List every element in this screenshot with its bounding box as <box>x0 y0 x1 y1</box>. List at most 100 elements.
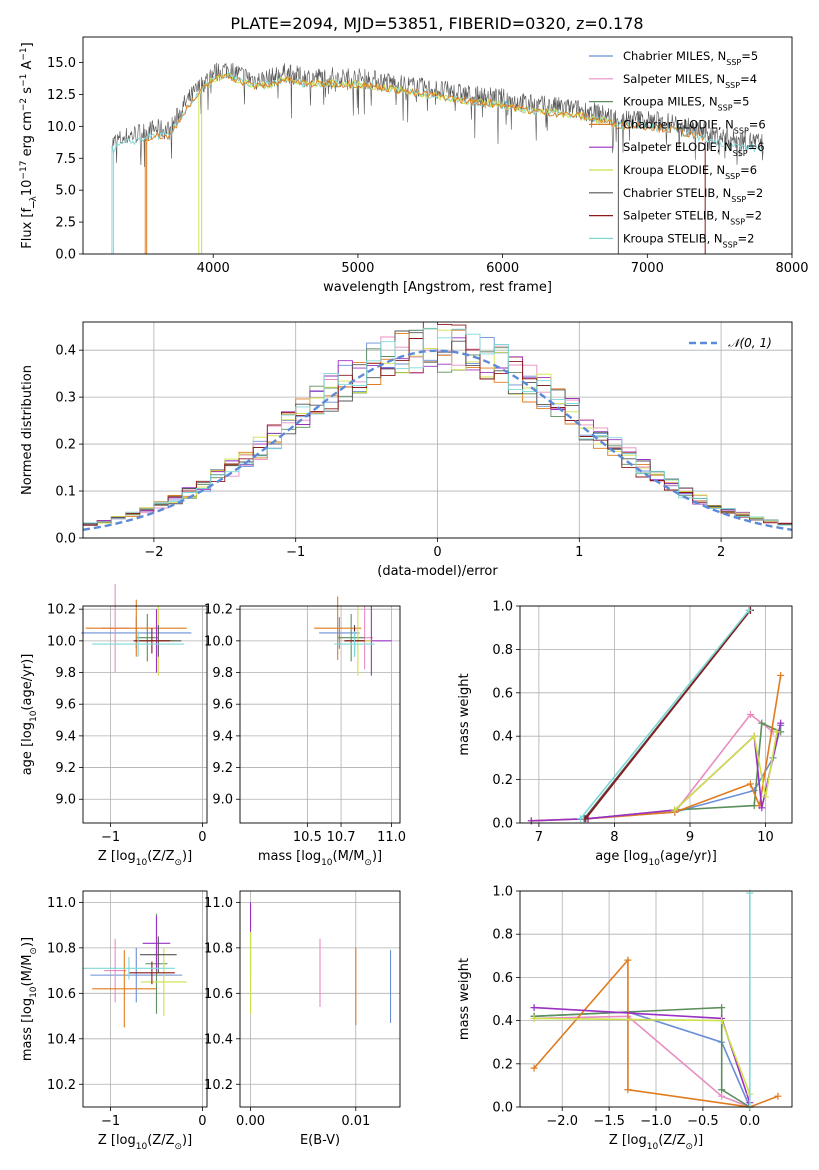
x-tick-label: 0.01 <box>341 1114 370 1129</box>
panel-age-vs-mass: 10.5 10.7 11.0 9.0 9.2 9.4 9.6 9.8 10.0 10.2 mass … <box>204 596 406 868</box>
x-tick-label: 8 <box>610 830 618 845</box>
y-tick-label: 10.2 <box>47 1078 76 1093</box>
axes-frame <box>519 605 793 824</box>
x-tick-label: 0.0 <box>739 1114 760 1129</box>
y-tick-label: 10.4 <box>47 1032 76 1047</box>
y-tick-label: 9.2 <box>55 761 76 776</box>
plots-layer: 4000 5000 6000 7000 80000.02.55.07.510.012.5… <box>19 36 809 1152</box>
weight-marker <box>624 1086 632 1094</box>
x-tick-label: 7000 <box>631 261 664 276</box>
x-tick-label: −0.5 <box>687 1114 719 1129</box>
y-tick-label: 10.0 <box>204 634 233 649</box>
y-tick-label: 0.0 <box>55 248 76 263</box>
x-tick-label: 0.00 <box>236 1114 265 1129</box>
weight-marker <box>762 793 770 801</box>
weight-marker <box>624 956 632 964</box>
weight-marker <box>745 606 753 614</box>
axes-frame <box>239 890 401 1108</box>
x-tick-label: 11.0 <box>377 830 406 845</box>
legend-entry: Salpeter STELIB, NSSP=2 <box>623 209 762 227</box>
weight-marker <box>671 806 679 814</box>
legend-entry: Chabrier ELODIE, NSSP=6 <box>623 117 766 135</box>
y-tick-label: 9.0 <box>55 793 76 808</box>
x-axis-label: age [log10(age/yr)] <box>595 849 717 868</box>
y-tick-label: 10.8 <box>204 941 233 956</box>
y-tick-label: 9.6 <box>55 698 76 713</box>
legend-entry: Salpeter MILES, NSSP=4 <box>623 72 757 90</box>
weight-series <box>585 609 752 820</box>
y-tick-label: 10.6 <box>204 987 233 1002</box>
weight-marker <box>750 732 758 740</box>
panel-weight-vs-age: 7 8 9 10 0.0 0.2 0.4 0.6 0.8 1.0 age [log10(age/yr… <box>457 600 793 868</box>
weight-marker <box>718 1017 726 1025</box>
y-tick-label: 9.4 <box>55 729 76 744</box>
x-tick-label: −1 <box>101 830 120 845</box>
histogram-series <box>83 322 792 538</box>
y-tick-label: 0.6 <box>492 686 513 701</box>
y-tick-label: 10.6 <box>47 987 76 1002</box>
x-tick-label: −1 <box>286 545 305 560</box>
y-tick-label: 0.8 <box>492 643 513 658</box>
x-tick-label: 0 <box>198 830 206 845</box>
y-tick-label: 0.2 <box>492 773 513 788</box>
x-tick-label: 10.7 <box>327 830 356 845</box>
model-spectrum <box>144 73 705 254</box>
y-axis-label: Normed distribution <box>20 365 35 495</box>
x-tick-label: 0 <box>198 1114 206 1129</box>
weight-marker <box>530 1064 538 1072</box>
x-axis-label: E(B-V) <box>300 1133 340 1148</box>
panel-mass-vs-ebv: 0.00 0.01 10.2 10.4 10.6 10.8 11.0 E(B-V) <box>204 890 401 1148</box>
y-tick-label: 1.0 <box>492 885 513 900</box>
y-axis-label: Flux [f_λ10−17 erg cm−2 s−1 A−1] <box>19 42 39 249</box>
y-tick-label: 5.0 <box>55 184 76 199</box>
x-tick-label: −1 <box>101 1114 120 1129</box>
axes-frame <box>82 890 208 1108</box>
x-tick-label: 9 <box>686 830 694 845</box>
weight-marker <box>774 1092 782 1100</box>
x-tick-label: −2 <box>144 545 163 560</box>
x-axis-label: (data-model)/error <box>377 564 498 579</box>
x-axis-label: Z [log10(Z/Z⊙)] <box>98 849 192 868</box>
y-tick-label: 0.6 <box>492 971 513 986</box>
y-tick-label: 10.0 <box>47 120 76 135</box>
panel-spectrum: 4000 5000 6000 7000 8000 0.0 2.5 5.0 7.5 10.0 12.5… <box>19 36 809 295</box>
legend: 𝒩(0, 1) <box>689 336 772 350</box>
weight-marker <box>773 728 781 736</box>
y-tick-label: 9.8 <box>55 666 76 681</box>
y-tick-label: 0.0 <box>492 817 513 832</box>
weight-marker <box>530 1004 538 1012</box>
panel-age-vs-Z: −1 0 9.0 9.2 9.4 9.6 9.8 10.0 10.2 Z [log10(Z/Z⊙)… <box>20 583 208 868</box>
y-tick-label: 0.2 <box>492 1057 513 1072</box>
y-tick-label: 0.2 <box>55 438 76 453</box>
y-tick-label: 10.2 <box>47 603 76 618</box>
y-tick-label: 9.8 <box>212 666 233 681</box>
y-axis-label: age [log10(age/yr)] <box>20 654 39 776</box>
x-tick-label: 6000 <box>486 261 519 276</box>
x-tick-label: 1 <box>575 545 583 560</box>
x-axis-label: wavelength [Angstrom, rest frame] <box>323 280 552 295</box>
y-tick-label: 0.4 <box>55 344 76 359</box>
y-tick-label: 10.4 <box>204 1032 233 1047</box>
axes-frame <box>239 605 401 824</box>
y-tick-label: 0.4 <box>492 1014 513 1029</box>
y-tick-label: 0.8 <box>492 928 513 943</box>
legend-entry: Kroupa STELIB, NSSP=2 <box>623 231 754 249</box>
x-axis-label: Z [log10(Z/Z⊙)] <box>609 1133 703 1152</box>
x-tick-label: 5000 <box>341 261 374 276</box>
weight-series <box>534 1015 751 1108</box>
y-tick-label: 0.3 <box>55 391 76 406</box>
normal-curve <box>83 349 792 531</box>
weight-marker <box>777 671 785 679</box>
y-tick-label: 0.0 <box>55 532 76 547</box>
histogram-series <box>83 327 792 538</box>
residuals-plot-area <box>83 322 792 538</box>
x-tick-label: 10 <box>757 830 774 845</box>
weight-marker <box>758 719 766 727</box>
y-tick-label: 10.2 <box>204 603 233 618</box>
y-axis-label: mass weight <box>457 958 472 1040</box>
y-tick-label: 1.0 <box>492 600 513 615</box>
y-tick-label: 2.5 <box>55 216 76 231</box>
x-axis-label: mass [log10(M/M⊙)] <box>258 849 382 868</box>
y-tick-label: 0.4 <box>492 730 513 745</box>
x-tick-label: 8000 <box>775 261 808 276</box>
